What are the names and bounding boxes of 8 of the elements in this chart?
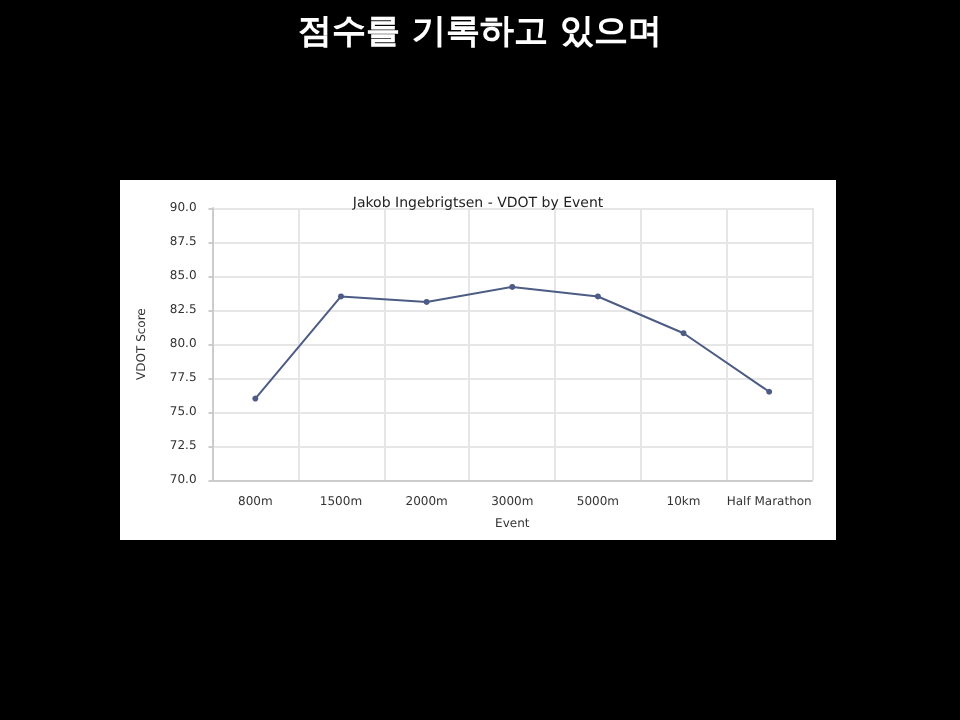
point	[594, 293, 601, 300]
point	[337, 293, 344, 300]
point	[680, 330, 687, 337]
point	[766, 388, 773, 395]
chart-subtitle: 점수를 기록하고 있으며	[296, 10, 664, 54]
line-series	[252, 283, 773, 402]
point	[509, 283, 516, 290]
point	[423, 298, 430, 305]
